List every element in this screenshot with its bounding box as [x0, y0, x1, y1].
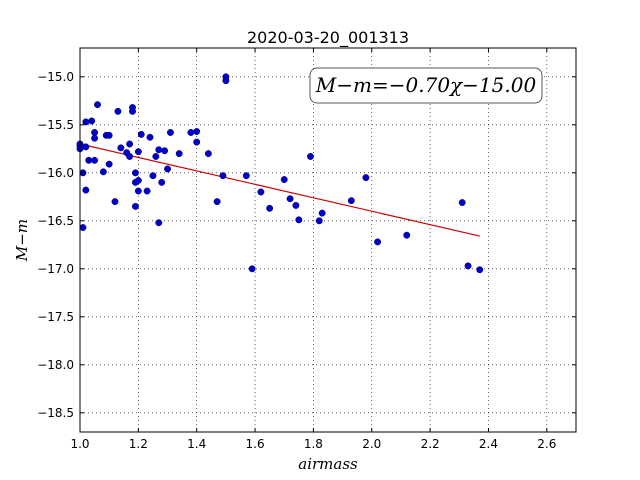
data-point — [117, 144, 125, 152]
data-point — [374, 238, 382, 246]
y-tick-label: −16.0 — [37, 166, 74, 180]
x-tick-label: 1.0 — [70, 437, 89, 451]
x-axis-ticks: 1.0 1.2 1.4 1.6 1.8 2.0 2.2 2.4 2.6 — [70, 48, 556, 451]
data-point — [242, 172, 250, 180]
data-point — [286, 195, 294, 203]
x-tick-label: 2.6 — [537, 437, 556, 451]
data-point — [213, 198, 221, 206]
data-point — [266, 204, 274, 212]
data-point — [248, 265, 256, 273]
data-point — [149, 172, 157, 180]
y-axis-label: M−m — [13, 219, 31, 262]
fit-line-layer — [79, 143, 480, 237]
data-point — [82, 118, 90, 126]
fit-equation-box: M−m=−0.70χ−15.00 — [309, 67, 543, 104]
x-axis-label: airmass — [298, 455, 358, 473]
chart-title: 2020-03-20_001313 — [247, 28, 409, 48]
data-point — [222, 77, 230, 85]
y-tick-label: −15.0 — [37, 70, 74, 84]
data-point — [137, 130, 145, 138]
data-point — [307, 153, 314, 160]
data-point — [476, 266, 484, 274]
y-tick-label: −16.5 — [37, 214, 74, 228]
x-tick-label: 2.4 — [479, 437, 498, 451]
y-tick-label: −15.5 — [37, 118, 74, 132]
data-point — [257, 188, 265, 196]
data-point — [295, 216, 303, 224]
annotation-box — [309, 67, 543, 104]
x-tick-label: 1.6 — [246, 437, 265, 451]
data-point — [131, 202, 139, 210]
data-point — [82, 186, 90, 194]
data-point — [91, 129, 99, 136]
data-point — [193, 138, 201, 146]
data-point — [164, 165, 171, 173]
data-point — [79, 224, 87, 231]
data-point — [126, 140, 134, 148]
grid-lines — [79, 48, 576, 432]
y-axis-ticks: −15.0 −15.5 −16.0 −16.5 −17.0 −17.5 −18.0 −18.5 — [37, 70, 576, 420]
data-point — [129, 107, 136, 115]
x-tick-label: 2.2 — [421, 437, 440, 451]
data-point — [292, 201, 300, 209]
data-point — [318, 209, 326, 217]
data-point — [134, 187, 142, 195]
data-point — [158, 178, 166, 186]
data-point — [347, 197, 355, 205]
data-point — [91, 134, 99, 142]
data-point — [126, 153, 134, 160]
y-tick-label: −18.0 — [37, 358, 74, 372]
x-tick-label: 2.0 — [362, 437, 381, 451]
data-point — [204, 150, 212, 158]
x-tick-label: 1.2 — [129, 437, 148, 451]
data-point — [175, 150, 183, 158]
y-tick-label: −18.5 — [37, 406, 74, 420]
data-point — [166, 129, 174, 136]
data-point — [134, 177, 142, 184]
data-point — [464, 262, 472, 270]
data-point — [94, 101, 101, 109]
data-point — [114, 107, 122, 115]
data-point — [88, 117, 96, 125]
data-points — [76, 73, 484, 274]
data-point — [161, 147, 169, 155]
data-point — [155, 219, 163, 227]
data-point — [403, 231, 411, 239]
data-point — [134, 148, 142, 156]
fit-equation: M−m=−0.70χ−15.00 — [315, 73, 537, 97]
data-point — [458, 199, 466, 207]
data-point — [91, 156, 99, 164]
data-point — [219, 172, 227, 180]
data-point — [131, 169, 139, 177]
data-point — [187, 129, 195, 136]
data-point — [315, 217, 323, 225]
data-point — [280, 176, 288, 183]
data-point — [143, 187, 151, 195]
plot-frame — [79, 47, 577, 433]
y-tick-label: −17.5 — [37, 310, 74, 324]
x-tick-label: 1.4 — [187, 437, 206, 451]
data-point — [99, 168, 107, 176]
data-point — [152, 153, 160, 160]
data-point — [362, 174, 370, 182]
data-point — [82, 143, 90, 151]
fit-line — [79, 143, 480, 237]
data-point — [155, 146, 163, 154]
data-point — [193, 128, 201, 135]
x-tick-label: 1.8 — [304, 437, 323, 451]
data-point — [85, 156, 93, 164]
data-point — [105, 160, 113, 168]
data-point — [105, 131, 113, 139]
data-point — [146, 133, 154, 141]
y-tick-label: −17.0 — [37, 262, 74, 276]
data-point — [111, 198, 119, 206]
